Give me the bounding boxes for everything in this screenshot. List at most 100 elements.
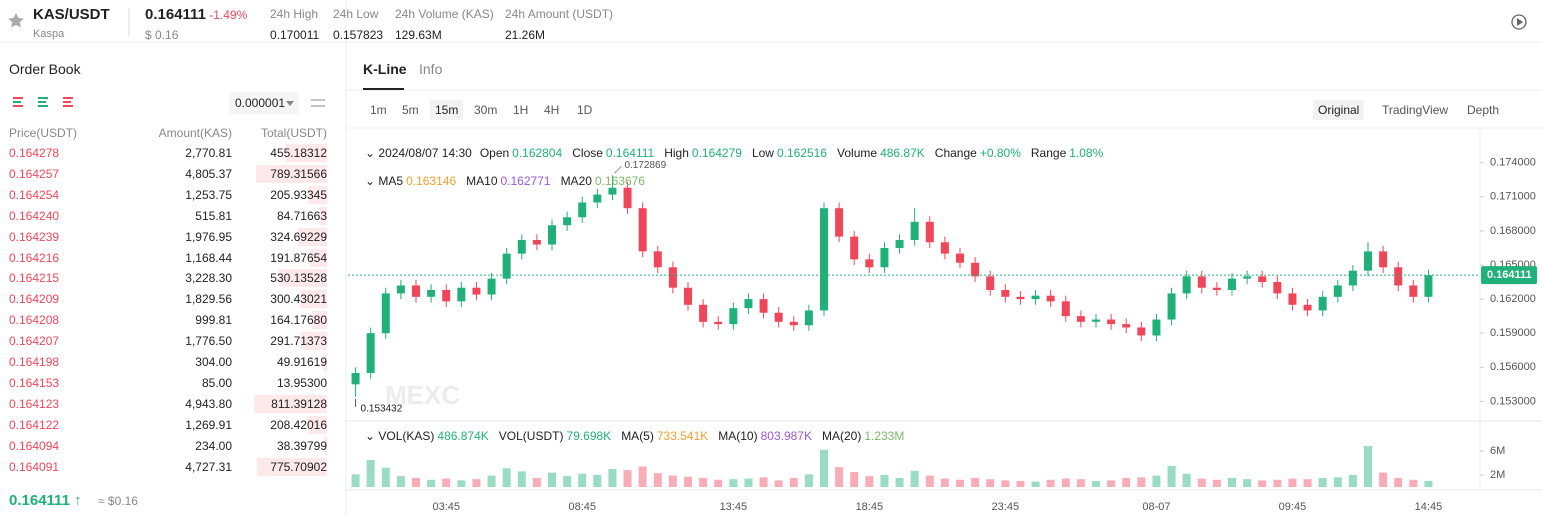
book-row[interactable]: 0.164208 999.81 164.17680 (0, 310, 345, 330)
candle-body (850, 236, 859, 260)
book-title: Order Book (9, 61, 81, 77)
volume-bar (910, 470, 919, 487)
book-row[interactable]: 0.164209 1,829.56 300.43021 (0, 289, 345, 309)
book-row[interactable]: 0.164198 304.00 49.91619 (0, 352, 345, 372)
candle-body (925, 221, 934, 243)
favorite-star[interactable] (8, 13, 24, 28)
ma-label: MA10 (466, 174, 498, 188)
tab[interactable]: Info (419, 61, 443, 77)
candle-body (563, 217, 572, 226)
view-option[interactable]: Depth (1467, 103, 1500, 117)
candle-body (1182, 276, 1191, 294)
volume-bar (956, 479, 964, 487)
candle-body (1001, 290, 1010, 297)
x-tick-label: 03:45 (432, 501, 460, 513)
book-row[interactable]: 0.164239 1,976.95 324.69229 (0, 227, 345, 247)
volume-bar (472, 479, 481, 487)
x-tick-label: 08-07 (1142, 501, 1170, 513)
info-label: Low (751, 146, 774, 160)
candle-body (1197, 276, 1206, 288)
depth-bar (253, 394, 327, 413)
candle-body (1092, 319, 1100, 322)
candle-body (986, 276, 995, 290)
book-amount: 4,727.31 (185, 459, 232, 474)
candle-body (940, 242, 949, 254)
depth-bar (286, 144, 327, 162)
volume-bar (986, 479, 995, 487)
book-amount: 1,253.75 (185, 187, 232, 202)
candle-body (1107, 319, 1116, 325)
book-icons[interactable] (13, 97, 73, 107)
interval[interactable]: 1m (370, 103, 387, 117)
volume-bar (1061, 478, 1070, 487)
volume-bar (1348, 474, 1357, 487)
book-row[interactable]: 0.164215 3,228.30 530.13528 (0, 268, 345, 288)
volume-bar (1031, 481, 1040, 487)
settings-icon[interactable] (311, 99, 325, 107)
book-row[interactable]: 0.164123 4,943.80 811.39128 (0, 394, 345, 414)
candle-body (1409, 285, 1418, 297)
x-tick-label: 08:45 (568, 501, 596, 513)
y-tick-label: 0.153000 (1490, 395, 1536, 407)
volume-bar (366, 459, 375, 487)
candle-body (744, 299, 753, 309)
volume-bar (653, 473, 662, 487)
book-row[interactable]: 0.164153 85.00 13.95300 (0, 373, 345, 393)
price: 0.164111 (145, 6, 206, 23)
volume-bar (714, 479, 723, 487)
change: -1.49% (209, 8, 248, 22)
interval[interactable]: 5m (402, 103, 419, 117)
interval[interactable]: 4H (544, 103, 560, 117)
ohlc-info: ⌄ 2024/08/07 14:30 Open 0.162804 Close 0.164… (365, 146, 1104, 160)
interval[interactable]: 30m (474, 103, 498, 117)
book-row[interactable]: 0.164278 2,770.81 455.18312 (0, 143, 345, 163)
book-amount: 1,269.91 (185, 417, 232, 432)
volume-bar (1212, 479, 1221, 487)
depth-bar (299, 290, 327, 309)
book-price: 0.164240 (9, 208, 60, 223)
book-row[interactable]: 0.164257 4,805.37 789.31566 (0, 164, 345, 184)
volume-bar (1303, 479, 1312, 487)
book-row[interactable]: 0.164254 1,253.75 205.93345 (0, 185, 345, 205)
info-value: 0.164111 (605, 146, 655, 160)
book-total: 291.71373 (270, 334, 327, 349)
volume-bar (1288, 478, 1297, 487)
volume-bar (895, 477, 904, 487)
candle-body (351, 372, 360, 385)
tab[interactable]: K-Line (363, 61, 407, 77)
candle-body (820, 208, 828, 311)
book-row[interactable]: 0.164091 4,727.31 775.70902 (0, 457, 345, 477)
view-option[interactable]: Original (1313, 100, 1365, 120)
info-time: 2024/08/07 14:30 (378, 146, 472, 160)
volume-bar (699, 477, 708, 487)
price-block: 0.164111 -1.49% (145, 6, 247, 23)
book-row[interactable]: 0.164122 1,269.91 208.42016 (0, 415, 345, 435)
volume-bar (1092, 480, 1100, 487)
volume-bar (1197, 478, 1206, 487)
volume-bar (744, 478, 753, 487)
interval[interactable]: 1H (513, 103, 529, 117)
view-option[interactable]: TradingView (1382, 103, 1449, 117)
volume-bar (593, 474, 602, 487)
last-price-label: 0.164111 (1487, 269, 1532, 281)
interval[interactable]: 15m (430, 100, 464, 120)
candle-body (865, 259, 874, 268)
precision-select[interactable] (229, 92, 299, 114)
last-price: 0.164111 (9, 492, 70, 509)
y-tick-label: 0.171000 (1490, 191, 1536, 203)
book-row[interactable]: 0.164207 1,776.50 291.71373 (0, 331, 345, 351)
book-total: 13.95300 (276, 375, 327, 390)
book-row[interactable]: 0.164216 1,168.44 191.87654 (0, 248, 345, 268)
candle-body (1364, 251, 1372, 271)
book-price: 0.164239 (9, 229, 60, 244)
volume-bar (1152, 475, 1161, 487)
book-row[interactable]: 0.164240 515.81 84.71663 (0, 206, 345, 226)
play-icon[interactable] (1511, 14, 1527, 30)
stat-label: 24h Volume (KAS) (395, 7, 494, 21)
book-row[interactable]: 0.164094 234.00 38.39799 (0, 436, 345, 456)
candle-body (578, 202, 587, 218)
interval[interactable]: 1D (577, 103, 593, 117)
volume-bar (1273, 479, 1282, 487)
candle-body (1333, 285, 1342, 297)
candle-body (1318, 296, 1327, 311)
